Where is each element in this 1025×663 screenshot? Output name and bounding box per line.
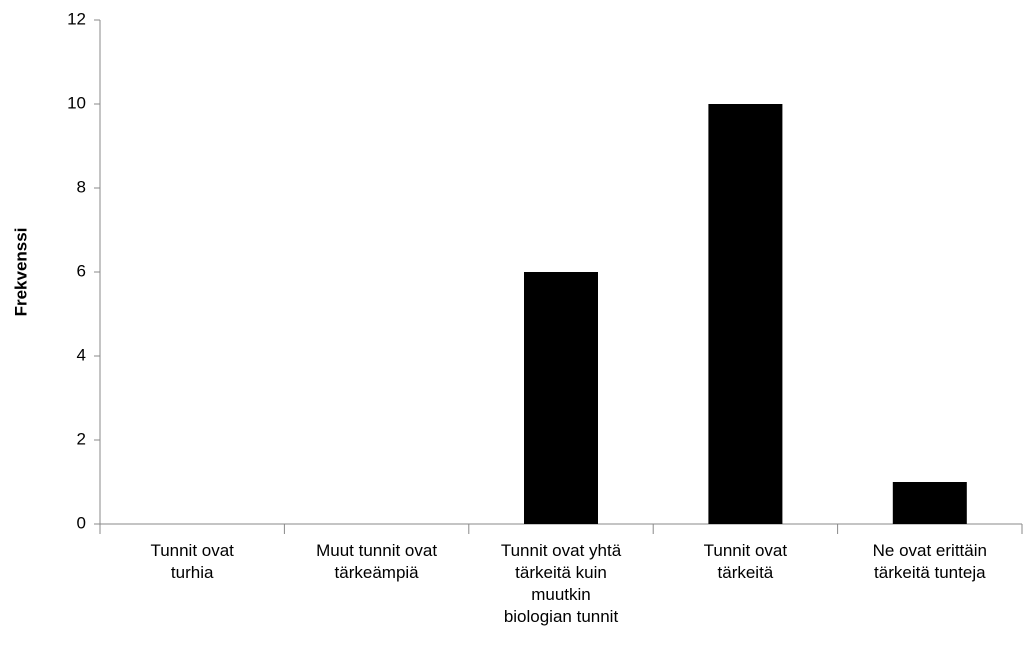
y-tick-label: 10 [67, 93, 86, 112]
x-tick-label: Tunnit ovat yhtä tärkeitä kuin muutkin b… [500, 541, 622, 626]
x-tick-label: Ne ovat erittäin tärkeitä tunteja [872, 541, 987, 582]
y-axis-label: Frekvenssi [11, 228, 30, 317]
bar [524, 272, 598, 524]
y-tick-label: 0 [77, 513, 86, 532]
bar [892, 482, 967, 524]
x-tick-label: Tunnit ovat turhia [150, 541, 234, 582]
y-tick-label: 2 [77, 429, 86, 448]
y-tick-label: 12 [67, 9, 86, 28]
x-tick-label: Tunnit ovat tärkeitä [703, 541, 788, 582]
y-tick-label: 6 [77, 261, 86, 280]
bar [708, 104, 783, 524]
x-tick-label: Muut tunnit ovat tärkeämpiä [316, 541, 438, 582]
y-tick-label: 8 [77, 177, 86, 196]
y-tick-label: 4 [77, 345, 86, 364]
